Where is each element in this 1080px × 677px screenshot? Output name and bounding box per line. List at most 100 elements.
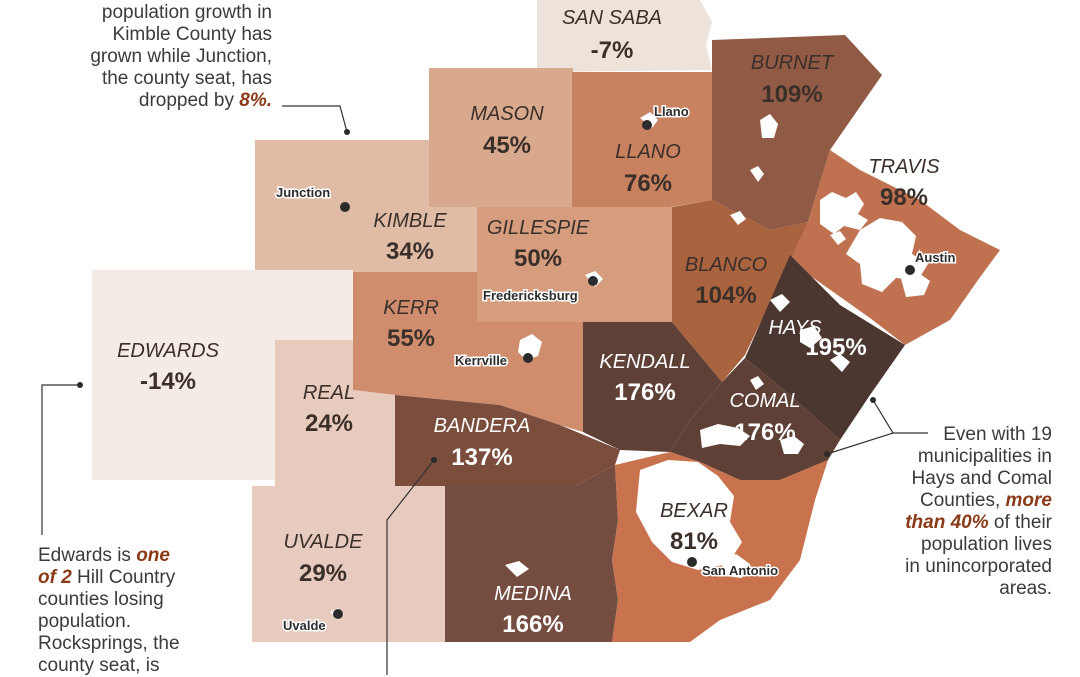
county-label-gillespie: GILLESPIE 50% (487, 217, 590, 272)
county-label-kerr: KERR 55% (383, 297, 439, 352)
annotation-text: Hill Country (71, 567, 176, 588)
annotation-highlight: more (1005, 490, 1052, 511)
annotation-dot-edwards (77, 382, 83, 388)
annotation-dot-hays (870, 397, 876, 403)
city-label-llano: Llano (654, 104, 689, 119)
county-real[interactable] (275, 340, 395, 486)
annotation-hays-line: than 40% of their (905, 512, 1052, 534)
county-kimble[interactable] (255, 140, 477, 280)
svg-text:LLANO: LLANO (615, 141, 681, 163)
county-label-burnet: BURNET 109% (751, 52, 835, 108)
annotation-edwards-line: county seat, is (38, 655, 160, 676)
county-label-kimble: KIMBLE 34% (373, 210, 447, 265)
annotation-hays-comal: Even with 19 municipalities in Hays and … (905, 424, 1052, 600)
svg-text:24%: 24% (305, 410, 353, 437)
annotation-edwards-line: population. (38, 611, 131, 632)
county-label-travis: TRAVIS 98% (868, 156, 940, 211)
county-label-mason: MASON 45% (470, 103, 544, 159)
svg-text:TRAVIS: TRAVIS (868, 156, 940, 178)
county-san-saba[interactable] (537, 0, 712, 72)
county-label-uvalde: UVALDE 29% (284, 531, 364, 587)
svg-text:COMAL: COMAL (729, 390, 800, 412)
annotation-edwards: Edwards is one of 2 Hill Country countie… (38, 545, 180, 677)
county-medina[interactable] (445, 465, 618, 642)
city-label-austin: Austin (915, 250, 956, 265)
county-label-llano: LLANO 76% (615, 141, 681, 197)
county-label-comal: COMAL 176% (729, 390, 800, 446)
annotation-hays-line: Hays and Comal (911, 468, 1052, 489)
city-label-uvalde: Uvalde (283, 618, 326, 633)
annotation-edwards-line: of 2 Hill Country (38, 567, 180, 589)
svg-text:GILLESPIE: GILLESPIE (487, 217, 590, 239)
county-bandera[interactable] (395, 395, 620, 486)
annotation-dot-kimble (344, 129, 350, 135)
annotation-edwards-line: Edwards is one (38, 545, 180, 567)
annotation-kimble-line: population growth in (101, 2, 272, 23)
city-dot-fredericksburg (588, 276, 598, 286)
annotation-hays-line: municipalities in (917, 446, 1052, 467)
annotation-edwards-line: Rocksprings, the (38, 633, 180, 654)
leader-bandera (386, 459, 435, 675)
city-dot-junction (340, 202, 350, 212)
svg-text:50%: 50% (514, 245, 562, 272)
svg-text:81%: 81% (670, 528, 718, 555)
svg-text:98%: 98% (880, 184, 928, 211)
county-label-bandera: BANDERA 137% (434, 415, 531, 471)
svg-text:KERR: KERR (383, 297, 439, 319)
county-kerr[interactable] (353, 272, 583, 432)
svg-text:UVALDE: UVALDE (284, 531, 364, 553)
annotation-highlight: of 2 (38, 567, 72, 588)
svg-text:MASON: MASON (470, 103, 544, 125)
annotation-kimble-line: the county seat, has (101, 68, 272, 89)
annotation-hays-line: areas. (999, 578, 1052, 599)
county-label-kendall: KENDALL 176% (599, 351, 690, 406)
svg-text:195%: 195% (805, 334, 866, 361)
county-label-bexar: BEXAR 81% (660, 500, 728, 555)
county-label-real: REAL 24% (303, 382, 355, 437)
svg-text:BANDERA: BANDERA (434, 415, 531, 437)
annotation-kimble-line: Kimble County has (112, 24, 272, 45)
annotation-highlight: than 40% (905, 512, 989, 533)
annotation-edwards-line: counties losing (38, 589, 164, 610)
city-dot-kerrville (523, 353, 533, 363)
annotation-hays-line: Counties, more (905, 490, 1052, 512)
annotation-highlight: one (136, 545, 170, 566)
city-dot-uvalde (333, 609, 343, 619)
annotation-kimble-line: grown while Junction, (90, 46, 272, 67)
county-blanco[interactable] (672, 200, 808, 382)
city-label-fredericksburg: Fredericksburg (483, 288, 578, 303)
svg-text:45%: 45% (483, 132, 531, 159)
county-burnet[interactable] (712, 35, 882, 230)
annotation-highlight: 8%. (239, 90, 272, 111)
county-gillespie[interactable] (477, 207, 672, 322)
svg-text:MEDINA: MEDINA (494, 583, 572, 605)
svg-text:HAYS: HAYS (769, 317, 823, 339)
annotation-hays-line: population lives (921, 534, 1052, 555)
city-label-san-antonio: San Antonio (702, 563, 778, 578)
svg-text:176%: 176% (734, 419, 795, 446)
svg-text:-14%: -14% (140, 368, 196, 395)
county-label-edwards: EDWARDS -14% (117, 340, 220, 395)
county-label-medina: MEDINA 166% (494, 583, 572, 638)
svg-text:BURNET: BURNET (751, 52, 835, 74)
county-llano[interactable] (572, 72, 716, 207)
annotation-text: Edwards is (38, 545, 137, 566)
county-edwards[interactable] (92, 270, 353, 480)
annotation-hays-line: Even with 19 (943, 424, 1052, 445)
svg-text:55%: 55% (387, 325, 435, 352)
svg-text:KENDALL: KENDALL (599, 351, 690, 373)
annotation-text: Counties, (919, 490, 1006, 511)
county-uvalde[interactable] (252, 486, 445, 642)
svg-text:104%: 104% (695, 282, 756, 309)
annotation-dot-comal (824, 451, 830, 457)
svg-text:-7%: -7% (591, 37, 634, 64)
county-mason[interactable] (429, 68, 573, 207)
city-label-kerrville: Kerrville (455, 353, 507, 368)
annotation-text: of their (988, 512, 1052, 533)
annotation-dot-bandera (431, 457, 437, 463)
city-label-junction: Junction (276, 185, 330, 200)
county-label-blanco: BLANCO 104% (685, 254, 767, 309)
svg-text:137%: 137% (451, 444, 512, 471)
county-kendall[interactable] (583, 322, 722, 452)
svg-text:176%: 176% (614, 379, 675, 406)
